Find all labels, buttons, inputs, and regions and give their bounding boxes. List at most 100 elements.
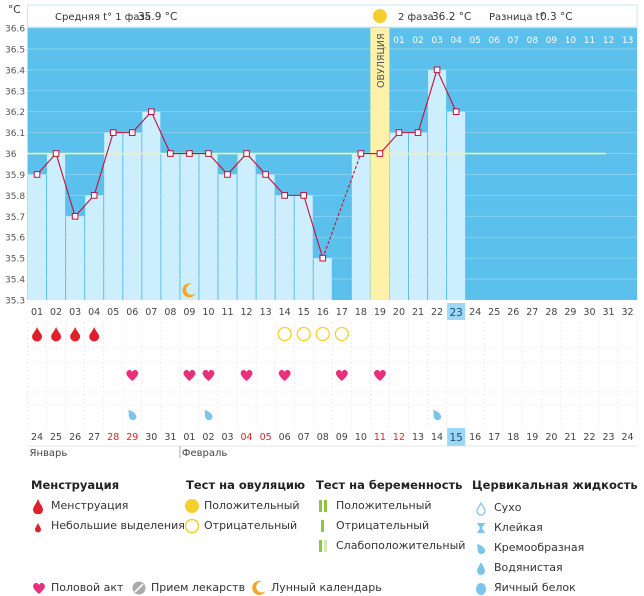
temp-segment (436, 69, 457, 112)
cycle-day-label: 14 (279, 307, 291, 318)
temp-point (128, 129, 136, 136)
calendar-date-label: 21 (564, 432, 576, 443)
ovulation-test-negative-icon (296, 326, 311, 342)
cycle-day-label: 23 (449, 307, 462, 319)
temp-bar (199, 153, 218, 300)
heart-icon (335, 369, 348, 381)
temp-bar (47, 153, 66, 300)
cycle-day-label: 16 (317, 307, 329, 318)
temp-point (148, 108, 155, 115)
one-line-icon (321, 520, 324, 532)
temp-bar (294, 195, 313, 300)
dry-drop-icon (476, 501, 486, 516)
header-sun-icon (372, 9, 387, 23)
y-tick-label: 35.9 (5, 171, 25, 181)
temp-bar (389, 132, 408, 300)
phase2-day-label: 10 (565, 36, 577, 46)
calendar-date-label: 04 (241, 432, 253, 443)
calendar-date-label: 22 (583, 432, 595, 443)
yellow-circle-icon (185, 499, 199, 513)
phase2-day-label: 07 (508, 36, 519, 46)
moon-icon (252, 580, 266, 595)
temp-bar (237, 153, 256, 300)
temp-bar (447, 111, 466, 300)
phase2-value: 36.2 °C (432, 11, 471, 23)
temp-segment (74, 195, 95, 217)
cycle-day-label: 20 (393, 307, 405, 318)
temp-point (376, 150, 384, 157)
temp-segment (227, 153, 247, 175)
calendar-date-label: 13 (412, 432, 424, 443)
cycle-day-label: 26 (507, 307, 519, 318)
temp-bar (161, 153, 180, 300)
phase2-day-label: 02 (412, 36, 423, 46)
calendar-date-label: 05 (260, 432, 272, 443)
cycle-day-label: 09 (183, 307, 195, 318)
heart-icon (183, 369, 196, 381)
temp-segment (246, 153, 267, 175)
temp-point (33, 171, 41, 178)
eggwhite-drop-icon (476, 583, 486, 595)
legend-menstruation-title: Менструация (31, 478, 120, 492)
temp-bar (218, 174, 237, 300)
heart-icon (240, 369, 253, 381)
temp-bar (256, 174, 275, 300)
calendar-date-label: 16 (469, 432, 481, 443)
cycle-day-label: 02 (50, 307, 62, 318)
temp-point (357, 150, 365, 157)
ovulation-test-negative-icon (315, 326, 330, 342)
calendar-date-label: 28 (107, 432, 119, 443)
cycle-day-label: 32 (622, 307, 634, 318)
cycle-day-label: 22 (431, 307, 443, 318)
cycle-day-label: 08 (164, 307, 176, 318)
phase2-day-label: 11 (584, 36, 595, 46)
y-tick-label: 35.6 (5, 234, 25, 244)
temp-bar (180, 153, 199, 300)
cycle-day-label: 01 (31, 307, 43, 318)
temp-segment (131, 111, 152, 133)
temp-point (205, 150, 212, 157)
temp-bar (313, 258, 332, 300)
temp-bar (28, 174, 47, 300)
y-tick-label: 35.8 (5, 192, 25, 202)
legend-cervical-title: Цервикальная жидкость (472, 478, 638, 492)
cycle-day-label: 10 (202, 307, 214, 318)
moon-icon (182, 283, 196, 298)
temp-bar (351, 153, 370, 300)
temp-bar (428, 69, 447, 300)
temp-point (52, 150, 60, 157)
legend-ovulation-test-title: Тест на овуляцию (186, 478, 306, 492)
temp-segment (55, 153, 76, 217)
temp-segment (265, 174, 286, 196)
ovulation-label: ОВУЛЯЦИЯ (376, 33, 387, 88)
calendar-date-label: 09 (336, 432, 348, 443)
cycle-day-label: 17 (336, 307, 348, 318)
y-tick-label: 36.4 (5, 66, 25, 76)
month-label: Февраль (182, 448, 228, 459)
blood-drop-icon (32, 327, 43, 342)
temp-bar (275, 195, 294, 300)
diff-value: 0.3 °C (540, 11, 573, 23)
calendar-date-label: 24 (622, 432, 634, 443)
blood-drop-icon (89, 327, 100, 342)
cycle-day-label: 06 (126, 307, 138, 318)
watery-drop-icon (477, 562, 485, 575)
creamy-drop-icon (204, 410, 213, 421)
calendar-date-label: 29 (126, 432, 138, 443)
y-tick-label: 35.7 (5, 213, 25, 223)
calendar-date-label: 12 (393, 432, 405, 443)
phase2-day-label: 01 (393, 36, 404, 46)
cycle-day-label: 28 (545, 307, 557, 318)
y-tick-label: 36.5 (5, 45, 25, 55)
phase2-day-label: 05 (469, 36, 480, 46)
ovulation-test-negative-icon (277, 326, 292, 342)
calendar-date-label: 06 (279, 432, 291, 443)
diff-label: Разница t° (489, 12, 545, 23)
calendar-date-label: 07 (298, 432, 310, 443)
temp-segment (93, 132, 114, 196)
calendar-date-label: 23 (602, 432, 614, 443)
cycle-day-label: 11 (221, 307, 233, 318)
temp-point (262, 171, 269, 178)
calendar-date-label: 27 (88, 432, 100, 443)
